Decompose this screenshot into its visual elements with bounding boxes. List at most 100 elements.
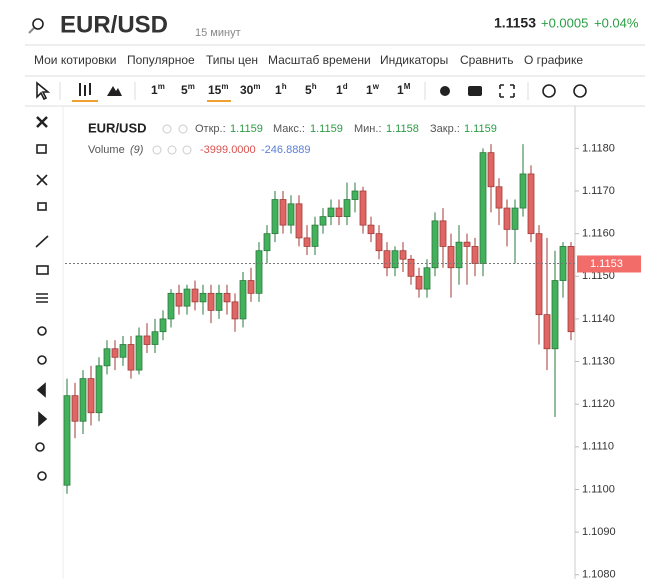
menu-item[interactable]: Сравнить: [460, 53, 513, 67]
timeframe-number: 30: [240, 83, 254, 97]
candle-body: [535, 233, 543, 316]
y-tick-label: 1.1150: [582, 270, 615, 282]
fullscreen-icon[interactable]: [499, 84, 515, 98]
timeframe[interactable]: 30m: [240, 82, 260, 97]
volume-value: -3999.0000: [200, 144, 256, 156]
y-tick-label: 1.1180: [582, 142, 615, 154]
reset-tool[interactable]: [37, 471, 47, 481]
fib-tool[interactable]: [36, 293, 48, 303]
candle-body: [207, 292, 215, 311]
candle-body: [135, 335, 143, 371]
candle-body: [543, 314, 551, 350]
candle-body: [439, 220, 447, 247]
cross-tool[interactable]: [36, 174, 48, 186]
timeframe[interactable]: 1w: [366, 82, 380, 97]
high-value: 1.1159: [310, 123, 343, 135]
timeframe[interactable]: 1m: [151, 82, 165, 97]
gear-icon[interactable]: [167, 145, 177, 155]
price: 1.1153: [494, 15, 536, 31]
timeframe[interactable]: 5m: [181, 82, 195, 97]
gear-icon[interactable]: [178, 124, 188, 134]
timeframe-unit: m: [158, 82, 165, 91]
zoom-out-tool[interactable]: [37, 355, 47, 365]
settings-icon[interactable]: [440, 86, 450, 96]
timeframe[interactable]: 1d: [336, 82, 348, 97]
area-type[interactable]: [107, 86, 122, 96]
candles-type[interactable]: [79, 83, 91, 96]
scroll-right-tool[interactable]: [38, 411, 48, 427]
timeframe-unit: m: [188, 82, 195, 91]
interval: 15 минут: [195, 27, 241, 39]
candle-body: [319, 216, 327, 226]
volume-label: Volume: [88, 144, 125, 156]
candle-body: [431, 220, 439, 269]
zoom-in-tool[interactable]: [37, 326, 47, 336]
close-tool[interactable]: [36, 116, 48, 128]
y-tick-label: 1.1170: [582, 185, 615, 197]
menu-item[interactable]: Типы цен: [206, 53, 258, 67]
candle-body: [103, 348, 111, 367]
candle-body: [487, 152, 495, 188]
eye-icon[interactable]: [152, 145, 162, 155]
timeframe[interactable]: 5h: [305, 82, 317, 97]
menu-item[interactable]: Масштаб времени: [268, 53, 371, 67]
candle-body: [343, 199, 351, 217]
select-tool[interactable]: [36, 144, 47, 154]
line-tool[interactable]: [35, 235, 49, 248]
download-icon[interactable]: [542, 84, 556, 98]
menu-item[interactable]: О графике: [524, 53, 583, 67]
timeframe-unit: h: [312, 82, 317, 91]
candle-body: [567, 246, 575, 333]
camera-icon[interactable]: [468, 86, 482, 96]
candle-body: [239, 280, 247, 320]
left-tools: [35, 116, 49, 481]
y-tick-label: 1.1100: [582, 483, 615, 495]
candle-body: [383, 250, 391, 269]
candle-body: [87, 378, 95, 414]
search-icon[interactable]: [28, 18, 44, 34]
candle-body: [471, 246, 479, 264]
close-icon[interactable]: [182, 145, 192, 155]
low-label: Мин.:: [354, 123, 382, 135]
timeframe-unit: m: [253, 82, 260, 91]
candle-body: [231, 301, 239, 320]
timeframe-number: 1: [275, 83, 282, 97]
candle-body: [375, 233, 383, 252]
timeframe[interactable]: 15m: [208, 82, 228, 97]
low-value: 1.1158: [386, 123, 419, 135]
open-label: Откр.:: [195, 123, 226, 135]
high-label: Макс.:: [273, 123, 305, 135]
candle-body: [311, 224, 319, 247]
scroll-left-tool[interactable]: [36, 382, 46, 398]
last-price-label: 1.1153: [590, 258, 623, 270]
timeframe[interactable]: 1M: [397, 82, 411, 97]
candle-body: [247, 280, 255, 294]
timeframe[interactable]: 1h: [275, 82, 287, 97]
candle-body: [271, 199, 279, 235]
menu-item[interactable]: Индикаторы: [380, 53, 448, 67]
candle-body: [399, 250, 407, 260]
candle-body: [407, 258, 415, 277]
timeframe-number: 1: [151, 83, 158, 97]
copy-tool[interactable]: [37, 202, 47, 211]
candle-body: [159, 318, 167, 333]
menu-item[interactable]: Мои котировки: [34, 53, 117, 67]
timeframe-unit: d: [343, 82, 348, 91]
symbol[interactable]: EUR/USD: [60, 11, 168, 38]
candle-body: [215, 292, 223, 311]
timeframe-number: 1: [397, 83, 404, 97]
open-value: 1.1159: [230, 123, 263, 135]
magnet-tool[interactable]: [35, 442, 45, 452]
upload-icon[interactable]: [573, 84, 587, 98]
active-underline: [72, 100, 98, 102]
menu-item[interactable]: Популярное: [127, 53, 195, 67]
y-tick-label: 1.1140: [582, 313, 615, 325]
candle-body: [367, 224, 375, 235]
rect-tool[interactable]: [36, 265, 49, 275]
cursor-tool[interactable]: [36, 81, 51, 101]
candle-body: [143, 335, 151, 345]
candle-body: [479, 152, 487, 264]
eye-icon[interactable]: [162, 124, 172, 134]
candle-body: [167, 292, 175, 320]
candle-body: [279, 199, 287, 226]
